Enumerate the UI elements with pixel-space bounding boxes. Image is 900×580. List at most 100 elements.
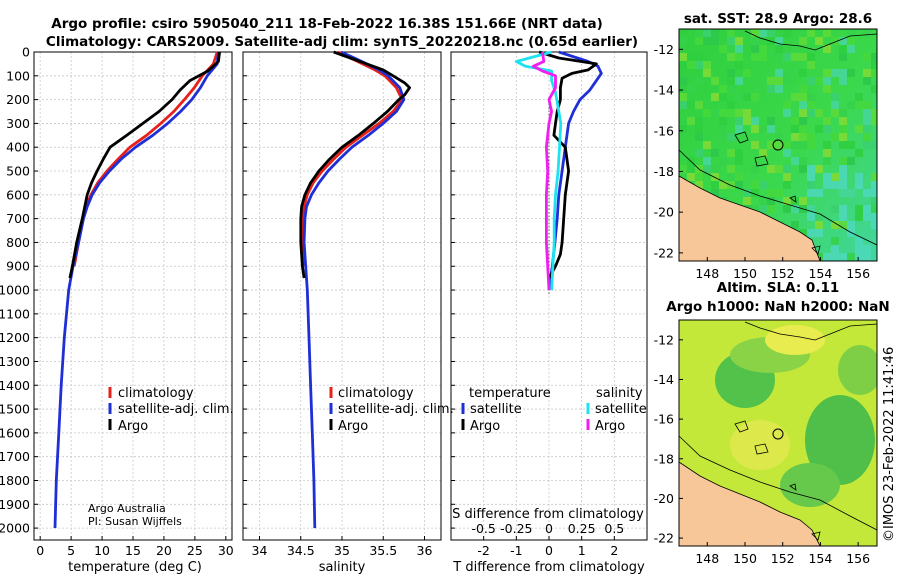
sst-cell [719, 109, 727, 117]
salinity-difference-tick-labels: -0.5 -0.25 0 0.25 0.5 [471, 521, 624, 536]
sst-cell [839, 141, 847, 149]
sst-cell [695, 77, 703, 85]
depth-tick-label: 400 [6, 140, 30, 155]
series-line-satellite-adj-clim- [53, 51, 220, 529]
lon-tick-label: 156 [846, 266, 870, 281]
sst-cell [799, 141, 807, 149]
sst-cell [783, 205, 791, 213]
sst-cell [839, 117, 847, 125]
sst-cell [863, 213, 871, 221]
sla-lon-ticks: 148 150 152 154 156 [695, 542, 870, 566]
temperature-axis-label: temperature (deg C) [68, 560, 202, 575]
depth-tick-label: 200 [6, 92, 30, 107]
sst-cell [807, 133, 815, 141]
salinity-tick-labels: 34 34.5 35 35.5 36 [252, 543, 433, 558]
lon-tick-label: 148 [695, 266, 719, 281]
sst-cell [847, 141, 855, 149]
sst-cell [775, 133, 783, 141]
sst-cell [831, 109, 839, 117]
sla-blob [838, 345, 877, 395]
sst-cell [767, 125, 775, 133]
depth-tick-label: 0 [22, 45, 30, 60]
sst-cell [815, 77, 823, 85]
sst-north-coast [744, 30, 877, 51]
sst-cell [831, 37, 839, 45]
sst-cell [807, 93, 815, 101]
sst-cell [823, 77, 831, 85]
x-tick-label: 0 [36, 543, 44, 558]
sst-cell [695, 125, 703, 133]
sst-cell [727, 29, 735, 37]
salinity-difference-tick-label: 0.5 [604, 521, 624, 536]
sst-cell [767, 189, 775, 197]
figure-title-line1: Argo profile: csiro 5905040_211 18-Feb-2… [51, 16, 602, 32]
sst-cell [863, 29, 871, 37]
sla-reefs [734, 420, 821, 541]
sst-cell [759, 125, 767, 133]
sst-cell [679, 165, 687, 173]
sst-cell [815, 165, 823, 173]
sst-cell [823, 157, 831, 165]
lon-tick-label: 154 [808, 266, 832, 281]
sst-cell [807, 229, 815, 237]
sst-cell [783, 77, 791, 85]
sst-cell [775, 45, 783, 53]
sst-cell [703, 157, 711, 165]
sst-cell [719, 157, 727, 165]
sst-cell [727, 133, 735, 141]
sst-cell [751, 125, 759, 133]
depth-tick-label: 1000 [0, 283, 30, 298]
sst-cell [711, 181, 719, 189]
series-line-salinity-argo [531, 51, 557, 291]
sst-cell [791, 117, 799, 125]
sst-cell [839, 77, 847, 85]
sst-cell [831, 69, 839, 77]
sst-cell [783, 149, 791, 157]
sst-cell [711, 93, 719, 101]
sst-cell [695, 53, 703, 61]
sst-cell [727, 109, 735, 117]
legend-label-temp-argo: Argo [470, 419, 500, 434]
sst-cell [871, 205, 877, 213]
sst-cell [703, 69, 711, 77]
sst-cell [799, 165, 807, 173]
salinity-difference-tick-label: 0 [545, 521, 553, 536]
sst-cell [871, 173, 877, 181]
depth-tick-label: 100 [6, 68, 30, 83]
legend-heading-temperature: temperature [469, 386, 551, 401]
sst-cell [743, 189, 751, 197]
sst-cell [815, 125, 823, 133]
sst-cell [783, 197, 791, 205]
depth-tick-label: 1100 [0, 306, 30, 321]
lon-tick-label: 156 [846, 551, 870, 566]
sla-land [679, 461, 821, 546]
sst-cell [799, 197, 807, 205]
sst-cell [839, 189, 847, 197]
sst-cell [735, 149, 743, 157]
salinity-lines [299, 50, 412, 529]
sst-cell [847, 29, 855, 37]
depth-tick-label: 800 [6, 235, 30, 250]
sst-cell [783, 29, 791, 37]
temperature-axes-box [33, 51, 233, 541]
sst-cell [855, 101, 863, 109]
sst-cell [855, 125, 863, 133]
sst-cell [751, 205, 759, 213]
x-tick-label: 36 [417, 543, 433, 558]
lat-tick-label: -18 [654, 164, 674, 179]
sst-cell [711, 37, 719, 45]
sst-cell [767, 77, 775, 85]
sla-map: Altim. SLA: 0.11 Argo h1000: NaN h2000: … [654, 280, 890, 566]
sst-cell [863, 205, 871, 213]
legend-heading-salinity: salinity [596, 386, 643, 401]
x-tick-label: 35 [334, 543, 350, 558]
sst-cell [759, 205, 767, 213]
sst-cell [759, 197, 767, 205]
sst-cell [863, 125, 871, 133]
sst-cell [775, 69, 783, 77]
depth-tick-label: 600 [6, 187, 30, 202]
legend-label-satellite: satellite-adj. clim. [118, 402, 234, 417]
sla-map-frame [678, 319, 878, 547]
sst-cell [839, 37, 847, 45]
sst-cell [679, 37, 687, 45]
